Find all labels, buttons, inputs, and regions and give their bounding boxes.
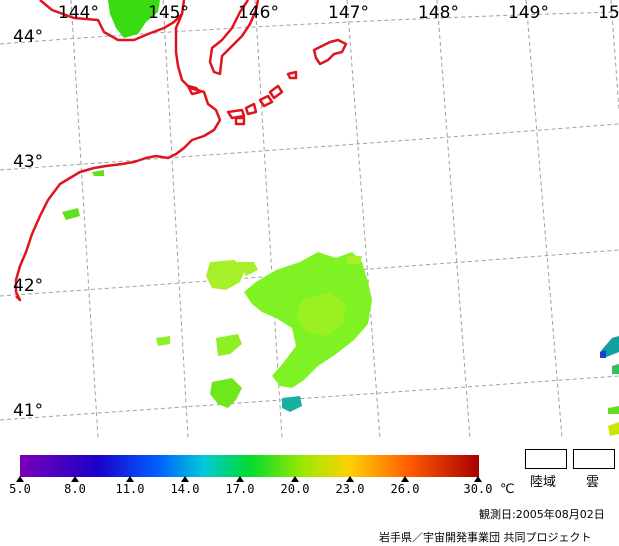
sst-patch (612, 364, 619, 374)
parallel-41 (0, 375, 619, 421)
longitude-label: 15 (598, 3, 619, 23)
longitude-label: 147° (328, 3, 369, 23)
temperature-colorbar (20, 455, 479, 477)
meridian-146 (254, 0, 283, 438)
longitude-label: 145° (148, 3, 189, 23)
meridian-147 (346, 0, 381, 438)
meridian-148 (436, 0, 471, 438)
colorbar-tick-label: 23.0 (335, 482, 365, 496)
coastline-islet (244, 102, 258, 116)
land-legend-label: 陸域 (530, 475, 557, 490)
colorbar-tick-label: 26.0 (390, 482, 420, 496)
colorbar-tick-label: 14.0 (170, 482, 200, 496)
tick-mark (181, 476, 189, 482)
coastline-islet (286, 70, 298, 80)
colorbar-tick-marks (16, 476, 482, 482)
colorbar-tick-label: 17.0 (225, 482, 255, 496)
colorbar-tick-label: 5.0 (9, 482, 31, 496)
latitude-label: 44° (13, 27, 44, 47)
sst-patch (608, 422, 619, 436)
sst-patch (296, 292, 346, 336)
meridian-145 (162, 0, 189, 438)
latitude-label: 42° (13, 276, 44, 296)
sst-patch (238, 262, 258, 276)
sst-patch (346, 256, 362, 264)
cloud-legend-swatch (573, 449, 615, 469)
parallel-44 (0, 11, 619, 45)
coastline-islet (258, 94, 274, 108)
coastline-islet (268, 84, 284, 100)
sst-patch (156, 336, 170, 346)
tick-mark (346, 476, 354, 482)
observation-date: 観測日:2005年08月02日 (479, 508, 605, 521)
coastline-kunashiri (208, 0, 260, 76)
coastline-islet (234, 116, 246, 126)
cloud-legend-label: 雲 (586, 475, 600, 490)
coastline-islet (186, 84, 202, 96)
credit-text: 岩手県／宇宙開発事業団 共同プロジェクト (379, 531, 592, 544)
longitude-label: 148° (418, 3, 459, 23)
sst-patch (92, 170, 104, 176)
tick-mark (291, 476, 299, 482)
parallel-43 (0, 123, 619, 171)
coastline-shikotan (312, 38, 348, 66)
temperature-unit: ℃ (500, 482, 515, 497)
sea-surface-temperature-map (0, 0, 619, 438)
tick-mark (16, 476, 24, 482)
colorbar-tick-label: 11.0 (115, 482, 145, 496)
meridian-150 (610, 0, 619, 111)
latitude-label: 41° (13, 401, 44, 421)
sst-patch (282, 396, 302, 412)
tick-mark (474, 476, 482, 482)
sst-patch (210, 378, 242, 408)
latitude-label: 43° (13, 152, 44, 172)
coastline (14, 0, 348, 302)
colorbar-gradient (20, 455, 479, 477)
colorbar-tick-label: 8.0 (64, 482, 86, 496)
colorbar-tick-label: 30.0 (463, 482, 493, 496)
sst-patches (62, 0, 619, 436)
sst-patch (608, 406, 619, 414)
colorbar-tick-label: 20.0 (280, 482, 310, 496)
meridian-144 (70, 0, 99, 438)
tick-mark (401, 476, 409, 482)
sst-patch (216, 334, 242, 356)
sst-patch (62, 208, 80, 220)
tick-mark (236, 476, 244, 482)
tick-mark (71, 476, 79, 482)
meridian-149 (525, 0, 563, 438)
longitude-label: 144° (58, 3, 99, 23)
tick-mark (126, 476, 134, 482)
coastline-islet (226, 108, 246, 120)
longitude-label: 146° (238, 3, 279, 23)
sst-patch (206, 260, 246, 290)
sst-patch (108, 0, 160, 38)
sst-patch (600, 350, 606, 358)
graticule (0, 0, 619, 438)
land-legend-swatch (525, 449, 567, 469)
longitude-label: 149° (508, 3, 549, 23)
coastline-north (39, 0, 186, 42)
